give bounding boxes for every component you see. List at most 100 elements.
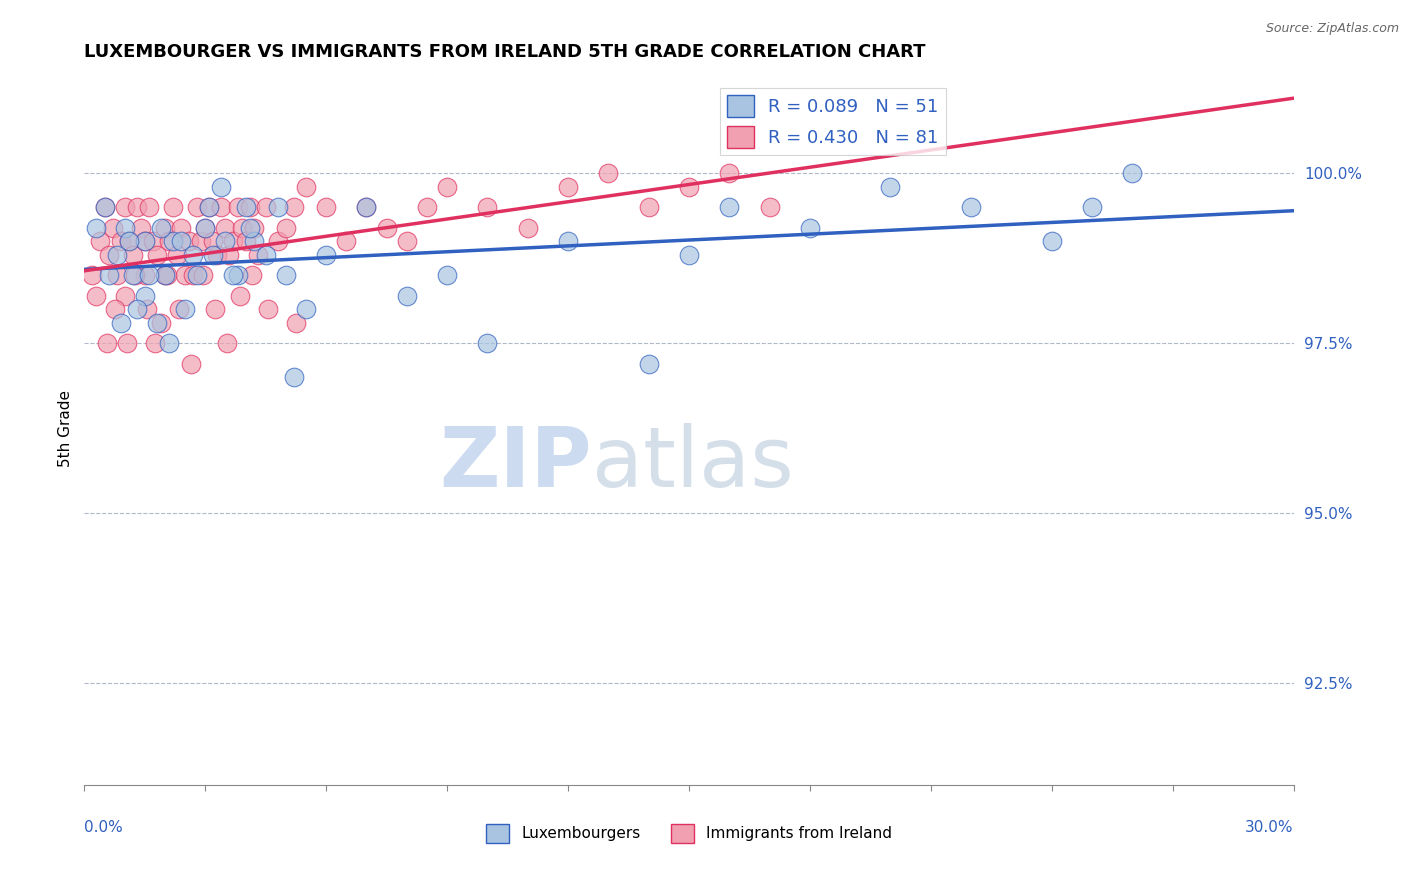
Point [193,268,215,283]
Point [240,268,263,283]
Text: atlas: atlas [592,424,794,504]
Point [114,200,136,214]
Point [637,357,659,371]
Point [254,248,277,262]
Point [134,234,156,248]
Point [89,234,111,248]
Point [86,288,108,302]
Point [202,248,225,262]
Point [194,220,217,235]
Point [1040,234,1063,248]
Point [557,180,579,194]
Point [335,234,357,248]
Point [239,220,262,235]
Point [436,180,458,194]
Point [138,200,160,214]
Point [170,234,193,248]
Point [356,200,378,214]
Point [142,234,165,248]
Point [315,200,337,214]
Point [235,234,257,248]
Point [274,268,297,283]
Point [96,336,118,351]
Point [202,234,225,248]
Point [214,220,236,235]
Point [134,268,156,283]
Point [758,200,780,214]
Point [157,234,180,248]
Point [222,234,245,248]
Point [129,220,152,235]
Point [179,234,201,248]
Point [105,248,128,262]
Point [395,234,418,248]
Point [718,200,741,214]
Point [156,268,179,283]
Point [167,302,190,317]
Point [256,302,278,317]
Point [146,316,169,330]
Point [157,336,180,351]
Point [181,268,204,283]
Point [254,200,277,214]
Point [557,234,579,248]
Text: 0.0%: 0.0% [84,820,124,835]
Text: LUXEMBOURGER VS IMMIGRANTS FROM IRELAND 5TH GRADE CORRELATION CHART: LUXEMBOURGER VS IMMIGRANTS FROM IRELAND … [84,44,927,62]
Point [235,200,257,214]
Point [477,336,499,351]
Point [166,248,188,262]
Legend: Luxembourgers, Immigrants from Ireland: Luxembourgers, Immigrants from Ireland [479,818,898,848]
Point [477,200,499,214]
Point [186,200,208,214]
Point [375,220,398,235]
Point [153,268,176,283]
Point [226,200,249,214]
Point [86,220,108,235]
Text: 30.0%: 30.0% [1246,820,1294,835]
Point [97,248,120,262]
Point [231,220,253,235]
Point [118,234,141,248]
Point [170,220,193,235]
Point [678,180,700,194]
Point [162,234,184,248]
Point [110,316,132,330]
Point [242,234,264,248]
Point [637,200,659,214]
Point [162,200,184,214]
Point [143,336,166,351]
Point [295,180,318,194]
Point [93,200,115,214]
Point [149,316,172,330]
Point [1121,166,1143,180]
Point [239,200,262,214]
Y-axis label: 5th Grade: 5th Grade [58,390,73,467]
Point [105,268,128,283]
Point [283,370,305,384]
Point [82,268,104,283]
Point [118,234,141,248]
Point [125,302,148,317]
Point [678,248,700,262]
Point [274,220,297,235]
Point [180,357,202,371]
Point [242,220,264,235]
Point [207,248,229,262]
Point [416,200,439,214]
Point [209,180,232,194]
Point [395,288,418,302]
Point [121,248,143,262]
Text: Source: ZipAtlas.com: Source: ZipAtlas.com [1265,22,1399,36]
Point [209,200,232,214]
Point [190,234,212,248]
Point [315,248,337,262]
Point [97,268,120,283]
Point [598,166,620,180]
Point [217,336,239,351]
Point [198,200,221,214]
Point [121,268,143,283]
Point [283,200,305,214]
Point [226,268,249,283]
Text: ZIP: ZIP [440,424,592,504]
Point [115,336,138,351]
